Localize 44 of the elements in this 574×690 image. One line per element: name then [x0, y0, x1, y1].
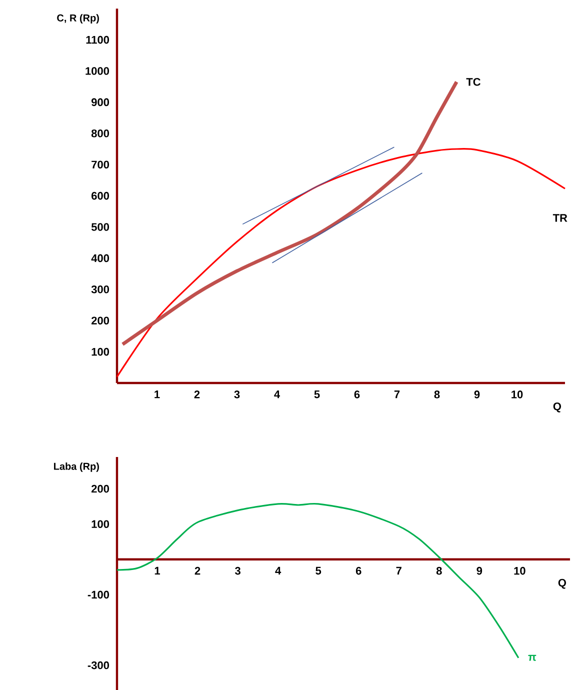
y-tick-label: 200 — [91, 316, 110, 324]
x-tick-label: 10 — [512, 390, 523, 398]
y-tick-label: 300 — [91, 286, 110, 294]
x-tick-label: 5 — [314, 390, 320, 398]
y-tick-label: 1100 — [86, 36, 110, 44]
x-tick-label: 6 — [354, 390, 360, 398]
series-label: TC — [466, 78, 480, 86]
x-axis-title: Q — [553, 402, 562, 412]
x-tick-label: 8 — [436, 566, 442, 575]
x-tick-label: 3 — [234, 390, 240, 398]
y-tick-label: 200 — [91, 484, 110, 493]
y-tick-label: 500 — [91, 223, 110, 231]
x-tick-label: 9 — [474, 390, 480, 398]
x-tick-label: 7 — [396, 566, 402, 574]
x-tick-label: 2 — [194, 566, 200, 575]
line-series — [120, 80, 458, 346]
x-tick-label: 6 — [356, 566, 362, 575]
y-tick-label: 1000 — [86, 67, 110, 75]
y-tick-label: 600 — [92, 192, 110, 200]
y-tick-label: -300 — [88, 661, 110, 670]
x-tick-label: 2 — [194, 390, 200, 398]
x-tick-label: 4 — [274, 390, 280, 398]
x-tick-label: 1 — [154, 390, 160, 398]
y-tick-label: 900 — [91, 98, 110, 106]
y-tick-label: 100 — [92, 520, 110, 528]
x-tick-label: 8 — [434, 390, 440, 398]
line-series — [116, 148, 566, 378]
x-tick-label: 3 — [234, 566, 240, 575]
y-tick-label: 400 — [91, 254, 110, 262]
x-axis-title: Q — [558, 578, 566, 589]
x-tick-label: 4 — [275, 566, 282, 574]
x-tick-label: 1 — [154, 566, 160, 574]
y-axis-title: Laba (Rp) — [54, 462, 99, 472]
y-axis-title: C, R (Rp) — [57, 14, 99, 24]
y-tick-label: -100 — [88, 590, 110, 599]
y-tick-label: 100 — [92, 348, 110, 356]
x-tick-label: 9 — [476, 566, 482, 575]
x-tick-label: 10 — [514, 566, 526, 575]
series-label: π — [528, 654, 536, 661]
y-tick-label: 700 — [92, 160, 110, 168]
y-tick-label: 800 — [91, 130, 110, 138]
x-tick-label: 5 — [316, 566, 322, 575]
text: TR — [552, 214, 568, 222]
x-tick-label: 7 — [394, 390, 400, 398]
